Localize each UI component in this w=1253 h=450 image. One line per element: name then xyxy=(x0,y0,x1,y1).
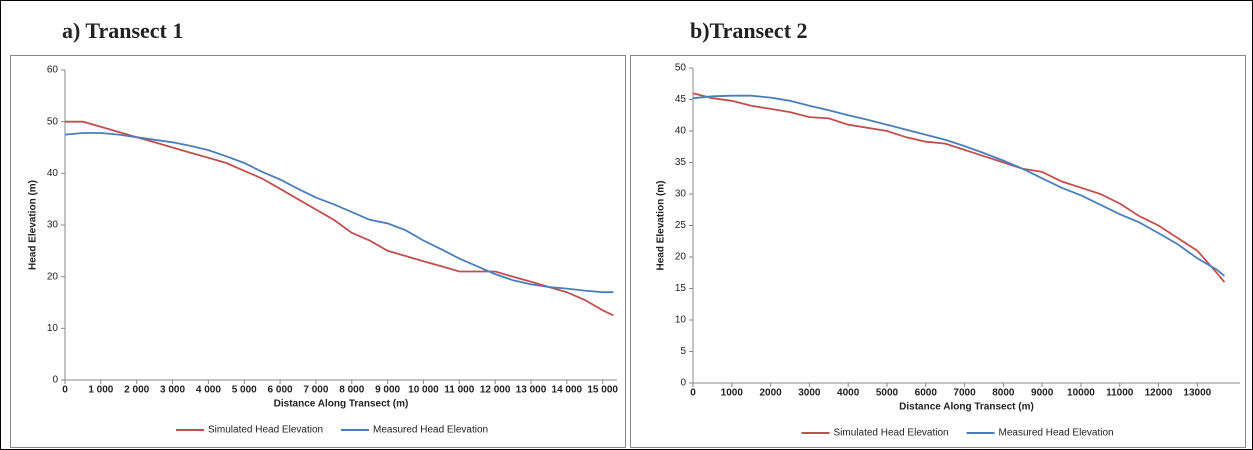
line xyxy=(692,92,1226,283)
y-tick-label: 25 xyxy=(675,220,687,231)
x-axis-label: Distance Along Transect (m) xyxy=(274,399,409,410)
y-tick-label: 40 xyxy=(675,126,687,137)
x-tick-label: 2000 xyxy=(759,388,782,399)
x-tick-label: 5 000 xyxy=(232,385,257,396)
legend-label: Simulated Head Elevation xyxy=(208,425,323,436)
y-tick-label: 60 xyxy=(47,65,59,76)
y-tick-label: 30 xyxy=(675,189,687,200)
y-axis-label: Head Elevation (m) xyxy=(28,180,39,270)
y-tick-label: 40 xyxy=(47,168,59,179)
x-tick-label: 10000 xyxy=(1067,388,1095,399)
x-tick-label: 15 000 xyxy=(587,385,618,396)
line xyxy=(65,120,614,317)
x-tick-label: 8000 xyxy=(992,388,1015,399)
x-tick-label: 11000 xyxy=(1106,388,1134,399)
x-tick-label: 6 000 xyxy=(268,385,293,396)
y-tick-label: 0 xyxy=(680,378,686,389)
y-tick-label: 20 xyxy=(47,271,59,282)
legend-label: Measured Head Elevation xyxy=(373,425,488,436)
x-tick-label: 9000 xyxy=(1031,388,1054,399)
y-tick-label: 15 xyxy=(675,283,687,294)
panel-border xyxy=(10,55,626,448)
y-tick-label: 0 xyxy=(52,375,58,386)
x-tick-label: 2 000 xyxy=(124,385,149,396)
x-tick-label: 12 000 xyxy=(480,385,511,396)
x-tick-label: 10 000 xyxy=(408,385,439,396)
y-tick-label: 20 xyxy=(675,252,687,263)
panel-title: b)Transect 2 xyxy=(690,18,808,43)
x-tick-label: 8 000 xyxy=(339,385,364,396)
y-tick-label: 30 xyxy=(47,220,59,231)
x-axis-label: Distance Along Transect (m) xyxy=(899,402,1034,413)
x-tick-label: 3000 xyxy=(798,388,821,399)
x-tick-label: 6000 xyxy=(915,388,938,399)
x-tick-label: 7000 xyxy=(953,388,976,399)
y-tick-label: 10 xyxy=(47,323,59,334)
x-tick-label: 14 000 xyxy=(552,385,583,396)
panel-border xyxy=(630,55,1246,448)
y-tick-label: 10 xyxy=(675,315,687,326)
x-tick-label: 1000 xyxy=(721,388,744,399)
y-tick-label: 45 xyxy=(675,94,687,105)
legend-label: Measured Head Elevation xyxy=(999,428,1114,439)
y-tick-label: 50 xyxy=(47,116,59,127)
x-tick-label: 4000 xyxy=(837,388,860,399)
x-tick-label: 1 000 xyxy=(88,385,113,396)
y-axis-label: Head Elevation (m) xyxy=(656,180,667,270)
panel-title: a) Transect 1 xyxy=(62,18,183,43)
x-tick-label: 11 000 xyxy=(444,385,474,396)
x-tick-label: 5000 xyxy=(876,388,899,399)
line xyxy=(64,132,614,294)
x-tick-label: 4 000 xyxy=(196,385,221,396)
y-tick-label: 35 xyxy=(675,157,687,168)
y-tick-label: 5 xyxy=(680,346,686,357)
x-tick-label: 13000 xyxy=(1183,388,1211,399)
x-tick-label: 12000 xyxy=(1145,388,1173,399)
x-tick-label: 0 xyxy=(690,388,696,399)
x-tick-label: 9 000 xyxy=(375,385,400,396)
x-tick-label: 13 000 xyxy=(516,385,547,396)
x-tick-label: 7 000 xyxy=(303,385,328,396)
legend-label: Simulated Head Elevation xyxy=(834,428,949,439)
line xyxy=(692,94,1226,277)
y-tick-label: 50 xyxy=(675,63,687,74)
x-tick-label: 3 000 xyxy=(160,385,185,396)
x-tick-label: 0 xyxy=(62,385,68,396)
